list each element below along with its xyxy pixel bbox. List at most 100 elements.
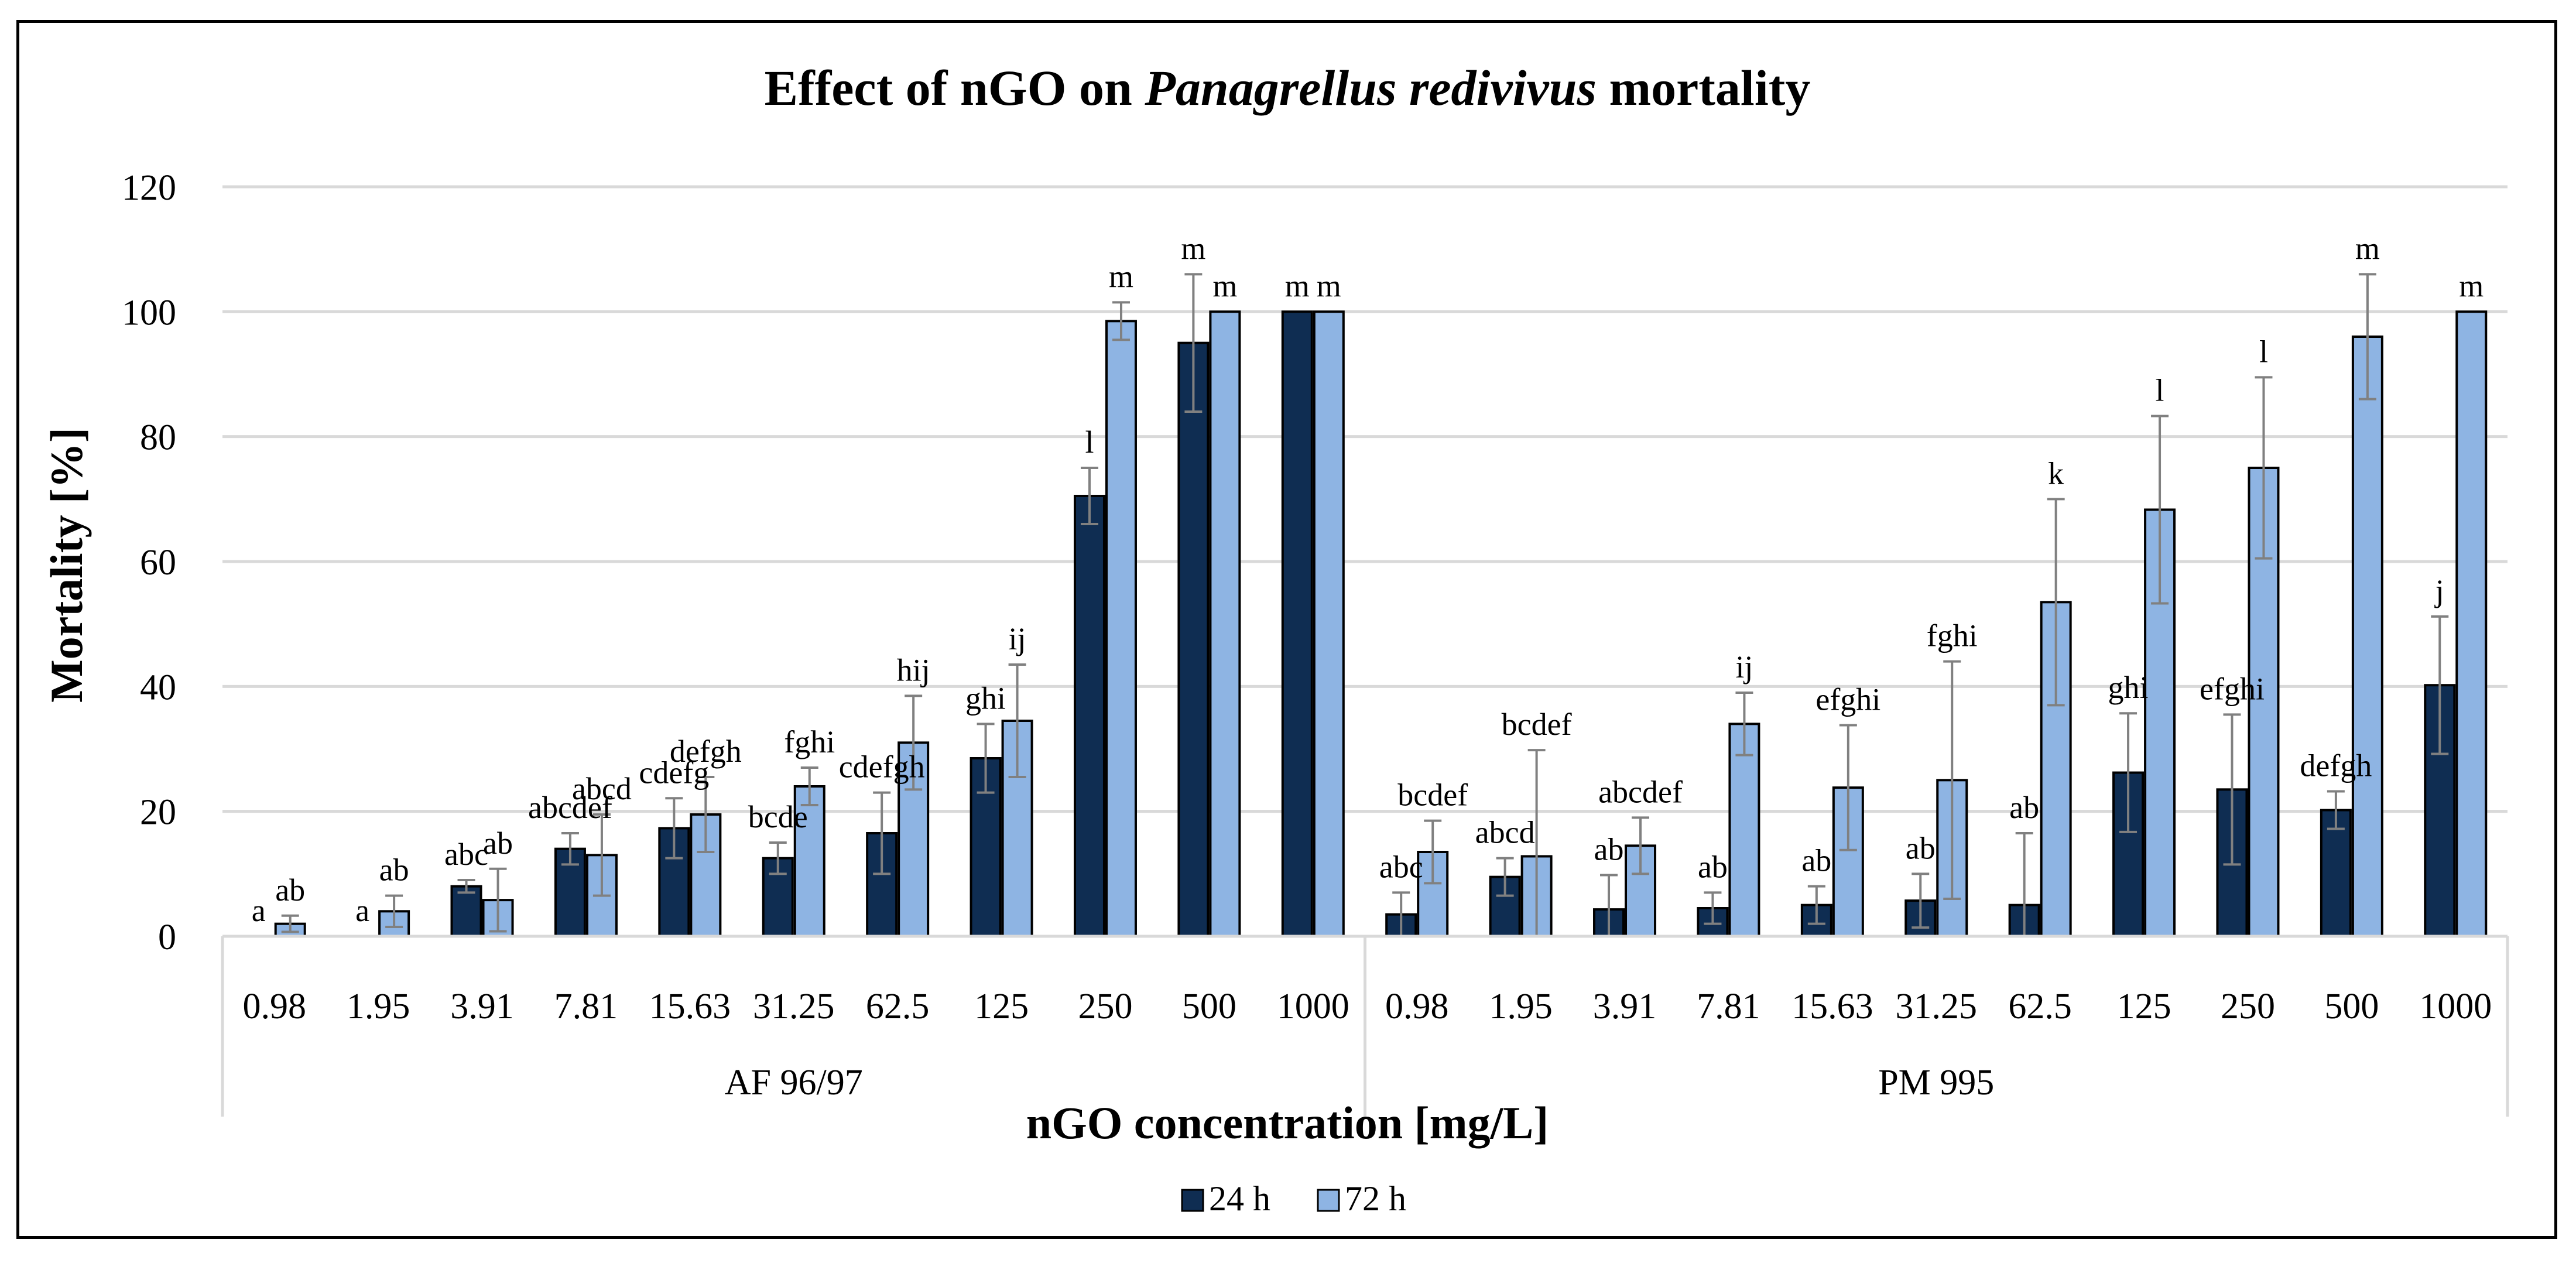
x-tick-label: 1000 [2419,987,2492,1026]
significance-letter: a [355,893,369,928]
y-axis-ticks: 0 20 40 60 80 100 120 [122,168,176,957]
y-tick-label: 40 [140,668,176,707]
significance-letter: a [252,893,266,928]
y-tick-label: 60 [140,543,176,583]
x-tick-label: 1.95 [1489,987,1553,1026]
significance-letter: cdefg [639,755,709,790]
legend-swatch-72h [1317,1189,1340,1212]
y-tick-label: 120 [122,168,176,208]
legend-label-24h: 24 h [1209,1179,1270,1218]
x-tick-label: 31.25 [753,987,835,1026]
bars [274,310,2488,938]
x-tick-label: 62.5 [2008,987,2072,1026]
significance-letter: efghi [1815,682,1880,717]
significance-letter: m [1109,259,1133,294]
significance-letter: cdefgh [839,749,925,785]
significance-letter: ab [2009,790,2039,825]
significance-letter: hij [897,652,930,687]
significance-letter: ab [1594,831,1624,867]
x-tick-label: 1.95 [347,987,410,1026]
x-tick-label: 500 [2324,987,2379,1026]
significance-letter: ij [1735,649,1753,684]
significance-letter: l [1085,425,1094,460]
x-tick-label: 3.91 [1593,987,1657,1026]
x-axis: 0.98 1.95 3.91 7.81 15.63 31.25 62.5 125 250 500 1… [221,935,2509,1117]
x-tick-label: 250 [2221,987,2275,1026]
significance-letter: ij [1009,621,1026,656]
x-tick-label: 1000 [1277,987,1349,1026]
x-tick-label: 31.25 [1896,987,1978,1026]
significance-letter: efghi [2200,671,2265,706]
bar [1313,310,1345,937]
y-axis-label: Mortality [%] [41,427,92,703]
y-tick-label: 100 [122,293,176,333]
y-tick-label: 80 [140,418,176,458]
significance-letter: ab [1906,830,1936,865]
x-tick-label: 0.98 [242,987,306,1026]
bar [1177,341,1210,937]
significance-letter: m [1317,268,1341,303]
significance-letter: defgh [2300,748,2372,783]
x-tick-label: 125 [2117,987,2171,1026]
x-tick-label: 0.98 [1385,987,1449,1026]
bar [2144,508,2176,937]
significance-letter: ab [483,826,513,861]
x-tick-label: 7.81 [1697,987,1760,1026]
x-tick-label: 7.81 [554,987,618,1026]
x-tick-label: 62.5 [866,987,930,1026]
bar [2351,336,2383,937]
significance-letter: bcdef [1502,707,1572,742]
x-tick-label: 500 [1182,987,1236,1026]
significance-letter: ab [1801,843,1831,878]
y-tick-label: 20 [140,793,176,833]
x-tick-label: 3.91 [450,987,514,1026]
bar [1281,310,1313,937]
significance-letter: abcd [572,771,632,806]
bar [1105,320,1137,937]
legend-swatch-24h [1181,1189,1204,1212]
significance-letter: ghi [965,680,1006,716]
significance-letter: ab [1698,849,1728,884]
mortality-bar-chart: Effect of nGO on Panagrellus redivivus m… [41,60,2509,1218]
significance-letter: ab [275,872,305,908]
significance-letter: abc [444,837,488,872]
x-tick-label: 125 [974,987,1029,1026]
significance-letter: m [2355,231,2380,266]
significance-letter: m [1212,268,1237,303]
significance-letter: abcd [1475,815,1535,850]
legend: 24 h 72 h [1181,1179,1406,1218]
significance-letter: bcdef [1397,778,1468,813]
bar [2455,310,2488,937]
chart-title-species: Panagrellus redivivus [1144,60,1597,116]
chart-title: Effect of nGO on Panagrellus redivivus m… [765,60,1811,116]
significance-letter: ghi [2108,670,2149,705]
error-bars [281,273,2449,937]
bar [1073,495,1105,937]
x-group-label: AF 96/97 [725,1063,863,1103]
significance-letter: k [2048,456,2064,491]
significance-letter: ab [379,853,409,888]
x-tick-label: 15.63 [1791,987,1873,1026]
chart-frame: Effect of nGO on Panagrellus redivivus m… [16,20,2557,1239]
x-tick-label: 15.63 [649,987,731,1026]
bar [1001,720,1033,937]
significance-letter: l [2156,372,2164,408]
significance-letter: bcde [748,799,808,834]
significance-letter: m [2459,268,2483,303]
x-axis-label: nGO concentration [mg/L] [1026,1097,1549,1148]
bar [1209,310,1241,937]
chart-title-part-3: mortality [1597,60,1810,116]
significance-letter: abc [1379,849,1423,884]
y-tick-label: 0 [158,918,176,957]
significance-letter: defgh [670,734,742,769]
significance-letter: abcdef [528,790,612,825]
legend-label-72h: 72 h [1345,1179,1406,1218]
significance-letter: m [1285,268,1310,303]
x-group-label: PM 995 [1878,1063,1994,1103]
significance-letter: l [2259,334,2268,369]
bar [793,785,825,937]
x-tick-label: 250 [1078,987,1132,1026]
significance-letter: m [1181,231,1205,266]
significance-letter: fghi [784,724,835,759]
